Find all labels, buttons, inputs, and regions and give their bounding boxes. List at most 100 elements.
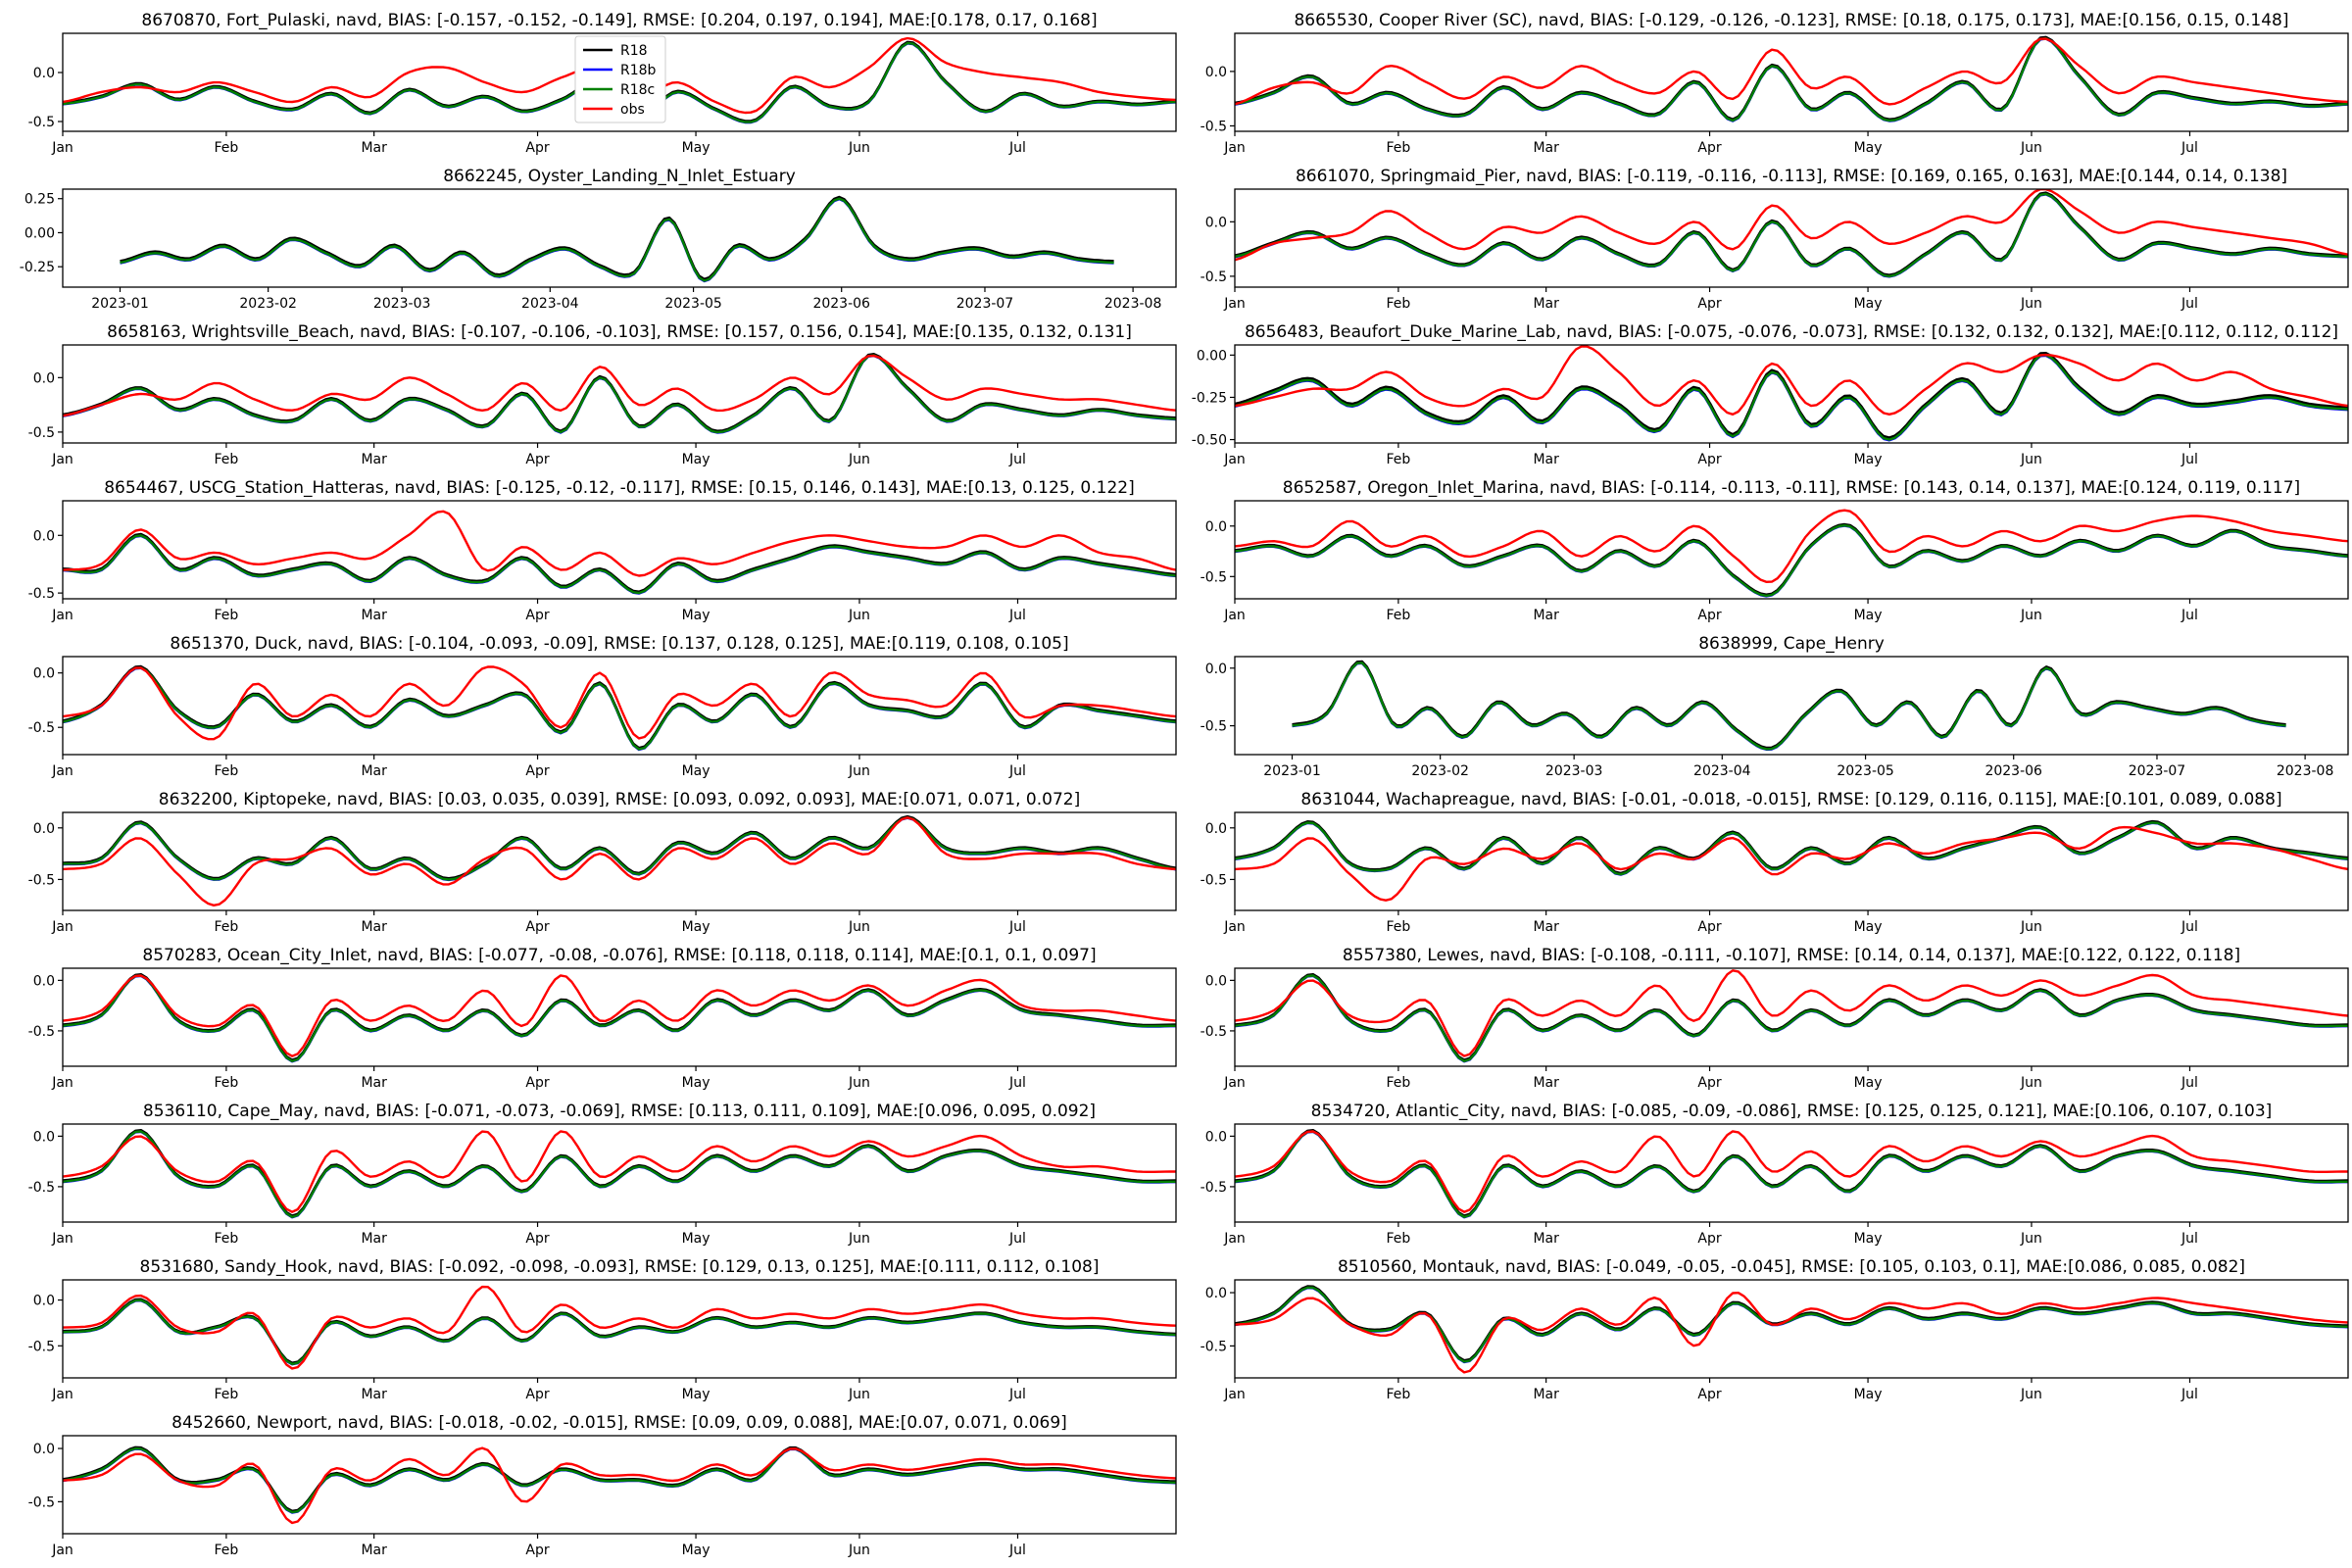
plot-area [1235, 969, 2348, 1063]
x-tick-label: Mar [1533, 919, 1559, 935]
x-tick-label: Jul [2180, 452, 2198, 467]
y-tick-label: -0.5 [1200, 872, 1227, 888]
y-tick-label: 0.0 [33, 973, 55, 989]
plot-area [1235, 35, 2348, 122]
x-tick-label: Jul [1008, 608, 1026, 623]
series-line-r18 [63, 814, 1176, 880]
axes-frame [62, 1279, 1177, 1379]
y-tick-label: 0.00 [24, 225, 55, 241]
x-tick-label: Jan [51, 140, 74, 156]
x-tick-label: Jul [1008, 1387, 1026, 1402]
plot-area [1235, 1285, 2348, 1374]
axes-frame [62, 32, 1177, 132]
subplot-title: 8658163, Wrightsville_Beach, navd, BIAS:… [107, 322, 1132, 342]
plot-area [1292, 660, 2286, 752]
subplot-14: 8557380, Lewes, navd, BIAS: [-0.108, -0.… [1200, 946, 2349, 1091]
subplot-17: 8531680, Sandy_Hook, navd, BIAS: [-0.092… [28, 1257, 1177, 1402]
legend: R18 R18b R18c obs [574, 35, 666, 123]
x-tick-label: Apr [1697, 140, 1721, 156]
x-tick-label: Mar [361, 140, 387, 156]
y-tick-label: 0.0 [33, 528, 55, 544]
subplot-title: 8570283, Ocean_City_Inlet, navd, BIAS: [… [142, 946, 1096, 965]
x-tick-label: Feb [1387, 1075, 1411, 1091]
plot-area [63, 814, 1176, 906]
x-tick-label: Apr [525, 1075, 549, 1091]
axes-frame [1234, 344, 2349, 444]
series-line-obs [63, 1446, 1176, 1525]
subplot-19: 8452660, Newport, navd, BIAS: [-0.018, -… [28, 1413, 1177, 1558]
x-tick-label: Apr [525, 608, 549, 623]
y-tick-label: 0.0 [1205, 519, 1227, 535]
axes-frame [62, 656, 1177, 756]
x-tick-label: 2023-06 [812, 296, 870, 312]
x-tick-label: Apr [525, 1387, 549, 1402]
series-line-obs [1235, 969, 2348, 1057]
subplot-title: 8654467, USCG_Station_Hatteras, navd, BI… [104, 478, 1135, 498]
x-tick-label: Jun [2020, 1387, 2042, 1402]
x-tick-label: Mar [361, 763, 387, 779]
x-tick-label: Feb [215, 1387, 239, 1402]
series-line-r18 [1235, 191, 2348, 276]
y-tick-label: 0.0 [33, 821, 55, 837]
axes-frame [1234, 967, 2349, 1067]
series-line-r18c [1235, 37, 2348, 122]
x-tick-label: 2023-08 [1104, 296, 1162, 312]
x-tick-label: May [682, 919, 710, 935]
series-line-obs [1235, 189, 2348, 262]
subplot-title: 8536110, Cape_May, navd, BIAS: [-0.071, … [143, 1102, 1096, 1121]
series-line-r18c [1292, 662, 2286, 751]
x-tick-label: May [682, 1231, 710, 1247]
x-tick-label: May [1854, 1075, 1883, 1091]
x-tick-label: 2023-01 [91, 296, 149, 312]
x-tick-label: Jan [1223, 296, 1246, 312]
x-tick-label: Apr [1697, 1387, 1721, 1402]
y-tick-label: -0.5 [28, 1494, 55, 1510]
x-tick-label: 2023-04 [521, 296, 579, 312]
y-tick-label: 0.0 [33, 1129, 55, 1145]
x-tick-label: Jun [848, 1543, 870, 1558]
x-tick-label: Jul [2180, 608, 2198, 623]
x-tick-label: Mar [1533, 452, 1559, 467]
x-tick-label: Feb [1387, 452, 1411, 467]
subplot-4: 8661070, Springmaid_Pier, navd, BIAS: [-… [1200, 167, 2349, 312]
subplot-title: 8656483, Beaufort_Duke_Marine_Lab, navd,… [1245, 322, 2338, 342]
axes-frame [62, 1435, 1177, 1535]
subplot-6: 8656483, Beaufort_Duke_Marine_Lab, navd,… [1192, 322, 2349, 467]
series-line-r18c [1235, 354, 2348, 441]
plot-area [1235, 819, 2348, 902]
x-tick-label: Apr [1697, 1075, 1721, 1091]
y-tick-label: 0.0 [1205, 821, 1227, 837]
x-tick-label: Mar [1533, 1075, 1559, 1091]
x-tick-label: Feb [215, 1231, 239, 1247]
y-tick-label: -0.5 [28, 425, 55, 441]
x-tick-label: Apr [1697, 452, 1721, 467]
x-tick-label: Mar [1533, 1387, 1559, 1402]
y-tick-label: 0.00 [1197, 348, 1227, 364]
x-tick-label: May [682, 140, 710, 156]
x-tick-label: 2023-07 [2129, 763, 2186, 779]
x-tick-label: Mar [361, 1387, 387, 1402]
y-tick-label: -0.5 [28, 720, 55, 736]
x-tick-label: Feb [1387, 1231, 1411, 1247]
plot-area [1235, 1129, 2348, 1219]
y-tick-label: 0.0 [33, 1442, 55, 1457]
axes-frame [62, 967, 1177, 1067]
y-tick-label: -0.5 [28, 1180, 55, 1196]
axes-frame [1234, 811, 2349, 911]
x-tick-label: Jan [1223, 1387, 1246, 1402]
x-tick-label: 2023-02 [1411, 763, 1469, 779]
x-tick-label: Jan [51, 1231, 74, 1247]
x-tick-label: Jun [848, 140, 870, 156]
plot-area [1235, 345, 2348, 442]
series-line-obs [63, 665, 1176, 741]
x-tick-label: Feb [215, 1543, 239, 1558]
y-tick-label: -0.50 [1192, 433, 1227, 449]
series-line-r18b [63, 666, 1176, 752]
x-tick-label: Jul [2180, 296, 2198, 312]
x-tick-label: May [682, 452, 710, 467]
x-tick-label: Jan [1223, 452, 1246, 467]
subplot-8: 8652587, Oregon_Inlet_Marina, navd, BIAS… [1200, 478, 2349, 623]
x-tick-label: Feb [215, 452, 239, 467]
y-tick-label: -0.5 [1200, 270, 1227, 285]
axes-frame [62, 1123, 1177, 1223]
